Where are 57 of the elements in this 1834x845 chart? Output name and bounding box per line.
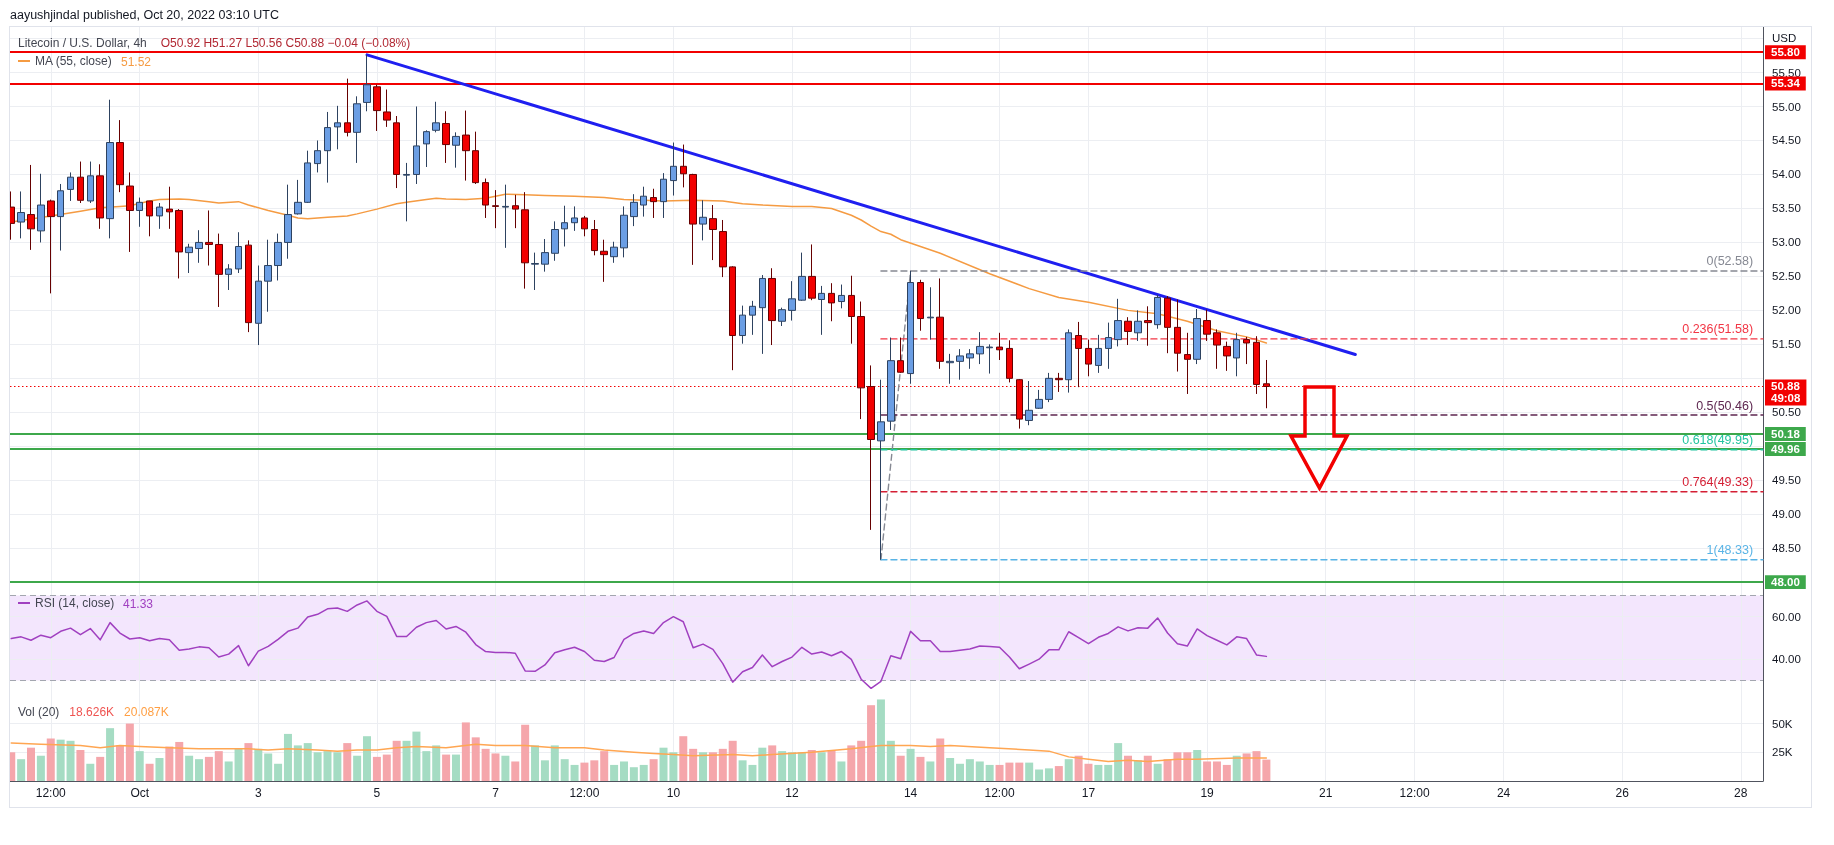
y-tick-label: 55.50 [1772, 66, 1801, 79]
y-tick-label: 25K [1772, 746, 1793, 759]
annotation: 0.5(50.46) [1696, 398, 1754, 413]
y-tick-label: 50K [1772, 717, 1793, 730]
x-tick-label: 28 [1734, 786, 1748, 800]
y-tick-label: 49.50 [1772, 474, 1801, 487]
x-tick-label: 12:00 [35, 786, 67, 800]
y-tick-label: 53.50 [1772, 202, 1801, 215]
annotation: 18.626K [69, 705, 115, 719]
y-tick-label: 52.50 [1772, 270, 1801, 283]
text: Litecoin / U.S. Dollar, 4h [18, 36, 147, 50]
y-tick-label: 40.00 [1772, 653, 1801, 666]
y-tick-label: 53.00 [1772, 236, 1801, 249]
ref-line-label: 55.34 [1771, 77, 1801, 90]
ref-line-label: 55.80 [1771, 46, 1800, 59]
x-tick-label: 10 [666, 786, 681, 800]
annotation: 0.618(49.95) [1682, 433, 1754, 448]
y-tick-label: 51.50 [1772, 338, 1801, 351]
x-tick-label: 12 [785, 786, 799, 800]
annotation: 41.33 [123, 597, 154, 611]
ref-line-label: 49.96 [1771, 443, 1800, 456]
x-tick-label: 12:00 [1399, 786, 1430, 800]
annotation: 0.236(51.58) [1682, 322, 1754, 337]
annotation: 20.087K [124, 705, 169, 719]
ref-line-label: 50.88 49:08 [1771, 380, 1802, 405]
y-tick-label: 54.00 [1772, 168, 1801, 181]
annotation: 1(48.33) [1706, 543, 1754, 558]
legend-label: RSI (14, close) [35, 596, 115, 610]
legend-label: MA (55, close) [35, 54, 112, 68]
x-tick-label: 24 [1496, 786, 1511, 800]
x-tick-label: Oct [130, 786, 150, 800]
x-tick-label: 14 [903, 786, 918, 800]
annotation: 0(52.58) [1706, 254, 1754, 269]
text: aayushjindal published, Oct 20, 2022 03:10 UTC [10, 7, 279, 24]
y-axis-title: USD [1772, 32, 1797, 44]
x-tick-label: 12:00 [984, 786, 1015, 800]
x-tick-label: 21 [1319, 786, 1333, 800]
y-tick-label: 55.00 [1772, 100, 1801, 113]
y-tick-label: 54.50 [1772, 134, 1801, 147]
x-tick-label: 7 [492, 786, 500, 800]
x-tick-label: 17 [1081, 786, 1096, 800]
x-tick-label: 3 [254, 786, 262, 800]
y-tick-label: 52.00 [1772, 304, 1801, 317]
y-tick-label: 49.00 [1772, 508, 1801, 521]
y-tick-label: 48.50 [1772, 542, 1801, 555]
y-tick-label: 60.00 [1772, 610, 1801, 623]
ref-line-label: 48.00 [1771, 576, 1800, 589]
text: O50.92 H51.27 L50.56 C50.88 −0.04 (−0.08%) [160, 36, 411, 50]
text: Vol (20) [18, 705, 60, 719]
x-tick-label: 26 [1615, 786, 1630, 800]
y-tick-label: 50.50 [1772, 406, 1801, 419]
x-tick-label: 19 [1200, 786, 1215, 800]
annotation: 51.52 [121, 55, 152, 69]
ref-line-label: 50.18 [1771, 428, 1801, 441]
x-tick-label: 12:00 [569, 786, 600, 800]
x-tick-label: 5 [373, 786, 381, 800]
annotation: 0.764(49.33) [1682, 475, 1754, 490]
